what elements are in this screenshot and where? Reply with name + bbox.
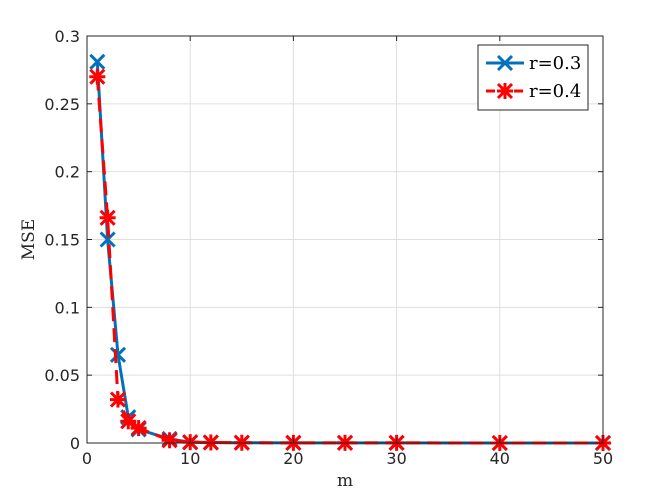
x-tick-label: 20 bbox=[283, 449, 303, 468]
data-point bbox=[99, 231, 116, 248]
legend-entry: r=0.3 bbox=[486, 53, 581, 74]
data-point bbox=[202, 434, 219, 451]
y-tick-label: 0.05 bbox=[44, 366, 80, 385]
y-tick-label: 0.1 bbox=[55, 298, 80, 317]
tick-labels: 0 10 20 30 40 50 0 0.05 0.1 0.15 0.2 0.25 0.3 bbox=[44, 27, 613, 468]
x-tick-label: 40 bbox=[490, 449, 510, 468]
legend: r=0.3 r=0.4 bbox=[477, 44, 589, 111]
data-point bbox=[109, 391, 127, 408]
legend-marker bbox=[496, 54, 514, 72]
legend-box bbox=[477, 44, 589, 111]
legend-label: r=0.4 bbox=[529, 81, 581, 102]
data-point bbox=[89, 53, 106, 70]
legend-marker bbox=[496, 82, 514, 100]
x-tick-label: 0 bbox=[82, 449, 92, 468]
x-axis-title: m bbox=[337, 471, 353, 491]
axes bbox=[86, 35, 604, 444]
data-point bbox=[89, 68, 106, 85]
y-axis-title: MSE bbox=[19, 219, 39, 260]
x-tick-label: 30 bbox=[386, 449, 406, 468]
y-tick-label: 0.3 bbox=[55, 27, 80, 46]
data-point bbox=[99, 209, 116, 226]
y-tick-label: 0.15 bbox=[44, 231, 80, 250]
legend-entry: r=0.4 bbox=[486, 81, 581, 102]
y-tick-label: 0 bbox=[70, 434, 80, 453]
data-point bbox=[161, 432, 178, 449]
x-tick-label: 10 bbox=[180, 449, 200, 468]
y-tick-label: 0.2 bbox=[55, 163, 80, 182]
data-point bbox=[109, 346, 127, 363]
x-tick-label: 50 bbox=[593, 449, 613, 468]
y-tick-label: 0.25 bbox=[44, 95, 80, 114]
legend-label: r=0.3 bbox=[529, 53, 581, 74]
data-point bbox=[130, 420, 147, 437]
